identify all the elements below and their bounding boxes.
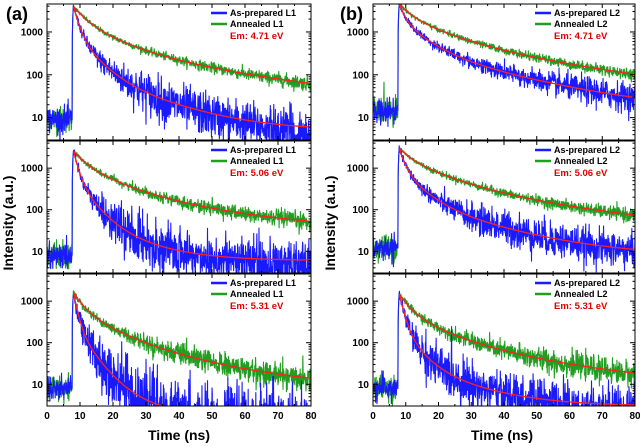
legend-label-as-prepared: As-prepared L1: [230, 278, 296, 288]
x-tick-label: 40: [173, 411, 185, 422]
as-prepared-fit-curve: [73, 294, 165, 406]
x-tick-label: 0: [44, 411, 50, 422]
annealed-fit-curve: [73, 6, 311, 85]
panel-b-letter: (b): [340, 4, 363, 24]
annealed-fit-curve: [399, 148, 635, 216]
y-tick-label: 100: [26, 338, 43, 349]
y-tick-label: 100: [352, 338, 369, 349]
emission-energy-label: Em: 5.06 eV: [230, 168, 284, 179]
y-tick-label: 1000: [21, 27, 44, 38]
plot-area: [47, 149, 311, 273]
as-prepared-fit-curve: [73, 151, 311, 261]
legend-label-annealed: Annealed L1: [230, 19, 284, 29]
x-tick-label: 70: [272, 411, 284, 422]
legend-label-annealed: Annealed L2: [554, 19, 608, 29]
y-tick-label: 100: [352, 70, 369, 81]
as-prepared-fit-curve: [398, 294, 635, 406]
panel-a: (a) Intensity (a.u.) Time (ns) 101001000…: [0, 3, 317, 443]
plot-area: [373, 145, 635, 273]
y-tick-label: 1000: [21, 297, 44, 308]
panel-b: (b) Intensity (a.u.) Time (ns) 101001000…: [322, 3, 640, 443]
y-tick-label: 100: [26, 70, 43, 81]
y-tick-label: 10: [358, 380, 370, 391]
x-tick-label: 60: [239, 411, 251, 422]
as-prepared-series: [373, 290, 635, 406]
plot-area: [373, 4, 635, 129]
x-tick-label: 10: [400, 411, 412, 422]
annealed-fit-curve: [399, 4, 635, 75]
panel-b-x-axis-title: Time (ns): [471, 427, 533, 443]
x-tick-label: 30: [140, 411, 152, 422]
legend-label-as-prepared: As-prepared L1: [230, 8, 296, 18]
legend-label-as-prepared: As-prepared L2: [554, 278, 620, 288]
x-tick-label: 10: [74, 411, 86, 422]
x-tick-label: 0: [370, 411, 376, 422]
legend-label-annealed: Annealed L1: [230, 289, 284, 299]
as-prepared-series: [47, 293, 311, 406]
y-tick-label: 1000: [347, 27, 370, 38]
as-prepared-fit-curve: [73, 7, 311, 128]
panel-a-y-axis-title: Intensity (a.u.): [0, 176, 16, 271]
x-tick-label: 20: [107, 411, 119, 422]
plot-area: [47, 4, 311, 140]
y-tick-label: 1000: [347, 164, 370, 175]
x-tick-label: 60: [564, 411, 576, 422]
x-tick-label: 80: [629, 411, 640, 422]
legend-label-annealed: Annealed L2: [554, 289, 608, 299]
emission-energy-label: Em: 4.71 eV: [230, 31, 284, 42]
emission-energy-label: Em: 5.31 eV: [230, 301, 284, 312]
y-tick-label: 1000: [347, 297, 370, 308]
y-tick-label: 100: [26, 205, 43, 216]
as-prepared-fit-curve: [398, 149, 635, 250]
emission-energy-label: Em: 5.31 eV: [554, 301, 608, 312]
y-tick-label: 10: [358, 113, 370, 124]
x-tick-label: 70: [597, 411, 609, 422]
y-tick-label: 10: [32, 247, 44, 258]
plot-area: [47, 290, 311, 406]
panel-a-letter: (a): [6, 4, 28, 24]
annealed-fit-curve: [398, 293, 635, 374]
annealed-fit-curve: [73, 292, 311, 379]
y-tick-label: 1000: [21, 164, 44, 175]
x-tick-label: 20: [433, 411, 445, 422]
x-tick-label: 50: [531, 411, 543, 422]
legend-label-annealed: Annealed L2: [554, 156, 608, 166]
legend-label-as-prepared: As-prepared L2: [554, 145, 620, 155]
x-tick-label: 40: [498, 411, 510, 422]
y-tick-label: 10: [32, 380, 44, 391]
plot-area: [373, 290, 635, 406]
x-tick-label: 80: [305, 411, 317, 422]
annealed-fit-curve: [73, 150, 311, 222]
y-tick-label: 10: [32, 113, 44, 124]
panel-b-y-axis-title: Intensity (a.u.): [322, 176, 338, 271]
x-tick-label: 50: [206, 411, 218, 422]
legend-label-annealed: Annealed L1: [230, 156, 284, 166]
emission-energy-label: Em: 5.06 eV: [554, 168, 608, 179]
x-tick-label: 30: [466, 411, 478, 422]
as-prepared-series: [373, 145, 635, 273]
as-prepared-fit-curve: [398, 4, 635, 99]
y-tick-label: 10: [358, 247, 370, 258]
panel-a-x-axis-title: Time (ns): [148, 427, 210, 443]
y-tick-label: 100: [352, 205, 369, 216]
legend-label-as-prepared: As-prepared L2: [554, 8, 620, 18]
emission-energy-label: Em: 4.71 eV: [554, 31, 608, 42]
legend-label-as-prepared: As-prepared L1: [230, 145, 296, 155]
